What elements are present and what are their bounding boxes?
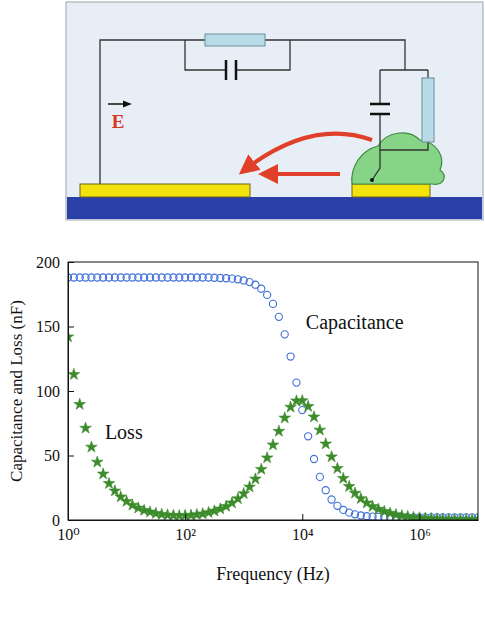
circle-marker <box>310 455 317 462</box>
wire <box>380 69 428 70</box>
diagram-frame <box>66 2 483 220</box>
x-tick-mark <box>302 514 303 520</box>
y-tick-mark <box>68 391 74 392</box>
y-tick-mark <box>68 520 74 521</box>
wire <box>290 40 405 70</box>
star-marker <box>261 452 273 463</box>
y-tick: 0 <box>52 512 74 529</box>
y-tick-mark <box>68 327 74 328</box>
circle-marker <box>322 487 329 494</box>
star-marker <box>308 411 320 422</box>
y-tick: 100 <box>36 383 74 400</box>
y-tick: 200 <box>36 254 74 271</box>
y-tick-label: 50 <box>44 447 60 464</box>
x-axis-line <box>69 520 479 521</box>
star-marker <box>80 422 92 433</box>
x-tick: 10² <box>175 514 196 543</box>
star-marker <box>320 438 332 449</box>
star-marker <box>267 439 279 450</box>
circle-marker <box>275 313 282 320</box>
capacitor-plate <box>370 103 390 106</box>
series-label: Loss <box>105 421 143 443</box>
figure: E 10⁰ 10² 10⁴ 10⁶ 0 50 100 150 200 Frequency (Hz) C… <box>0 0 485 632</box>
x-tick-label: 10⁶ <box>409 526 431 543</box>
circle-marker <box>258 285 265 292</box>
star-marker <box>472 514 478 520</box>
resistor <box>205 34 265 46</box>
series-label: Capacitance <box>306 311 404 334</box>
plot-frame <box>68 262 478 520</box>
y-tick-mark <box>68 262 74 263</box>
diagram: E <box>66 2 483 220</box>
star-marker <box>109 485 121 496</box>
contact <box>370 178 374 182</box>
star-marker <box>296 395 308 406</box>
star-marker <box>255 463 267 474</box>
x-axis-title: Frequency (Hz) <box>216 564 329 585</box>
star-marker <box>337 472 349 483</box>
vector-arrow <box>108 103 130 105</box>
y-axis-title: Capacitance and Loss (nF) <box>7 300 26 482</box>
y-tick: 150 <box>36 318 74 335</box>
star-marker <box>314 424 326 435</box>
circle-marker <box>287 353 294 360</box>
circle-marker <box>264 291 271 298</box>
star-marker <box>273 425 285 436</box>
star-marker <box>97 468 109 479</box>
y-tick-label: 0 <box>52 512 60 529</box>
wire <box>379 70 380 150</box>
star-marker <box>279 412 291 423</box>
x-tick: 10⁶ <box>409 514 431 543</box>
capacitor-plate <box>235 60 238 80</box>
substrate <box>67 197 482 219</box>
series <box>68 274 478 520</box>
star-marker <box>326 451 338 462</box>
capacitor-plate <box>225 60 228 80</box>
resistor <box>422 78 434 142</box>
field-label: E <box>112 111 125 132</box>
y-tick-label: 200 <box>36 254 60 271</box>
circle-marker <box>281 331 288 338</box>
field-arrow <box>262 172 340 176</box>
chart: 10⁰ 10² 10⁴ 10⁶ 0 50 100 150 200 Frequency (Hz) Ca… <box>7 254 484 585</box>
star-marker <box>68 368 80 379</box>
x-tick-label: 10⁰ <box>57 526 79 543</box>
circle-marker <box>305 433 312 440</box>
star-marker <box>86 441 98 452</box>
y-tick: 50 <box>44 447 74 464</box>
x-tick: 10⁴ <box>292 514 314 543</box>
y-tick-label: 150 <box>36 318 60 335</box>
capacitor-plate <box>370 113 390 116</box>
x-tick-label: 10⁴ <box>292 526 314 543</box>
circle-marker <box>316 473 323 480</box>
x-tick-mark <box>185 514 186 520</box>
star-marker <box>343 480 355 491</box>
plot-area <box>68 274 478 520</box>
circle-marker <box>328 496 335 503</box>
electrode-right <box>352 184 430 197</box>
star-marker <box>302 400 314 411</box>
field-arrow <box>242 134 372 172</box>
star-marker <box>91 456 103 467</box>
x-tick-label: 10² <box>175 526 196 543</box>
x-tick-mark <box>419 514 420 520</box>
star-marker <box>250 473 262 484</box>
series <box>68 331 478 520</box>
circle-marker <box>269 300 276 307</box>
y-tick-label: 100 <box>36 383 60 400</box>
circle-marker <box>293 379 300 386</box>
x-axis: 10⁰ 10² 10⁴ 10⁶ <box>57 514 478 543</box>
electrode-left <box>80 184 250 197</box>
star-marker <box>74 398 86 409</box>
star-marker <box>103 477 115 488</box>
wire <box>100 40 185 184</box>
y-axis: 0 50 100 150 200 <box>36 254 74 529</box>
y-tick-mark <box>68 456 74 457</box>
star-marker <box>332 462 344 473</box>
wire <box>372 70 428 180</box>
